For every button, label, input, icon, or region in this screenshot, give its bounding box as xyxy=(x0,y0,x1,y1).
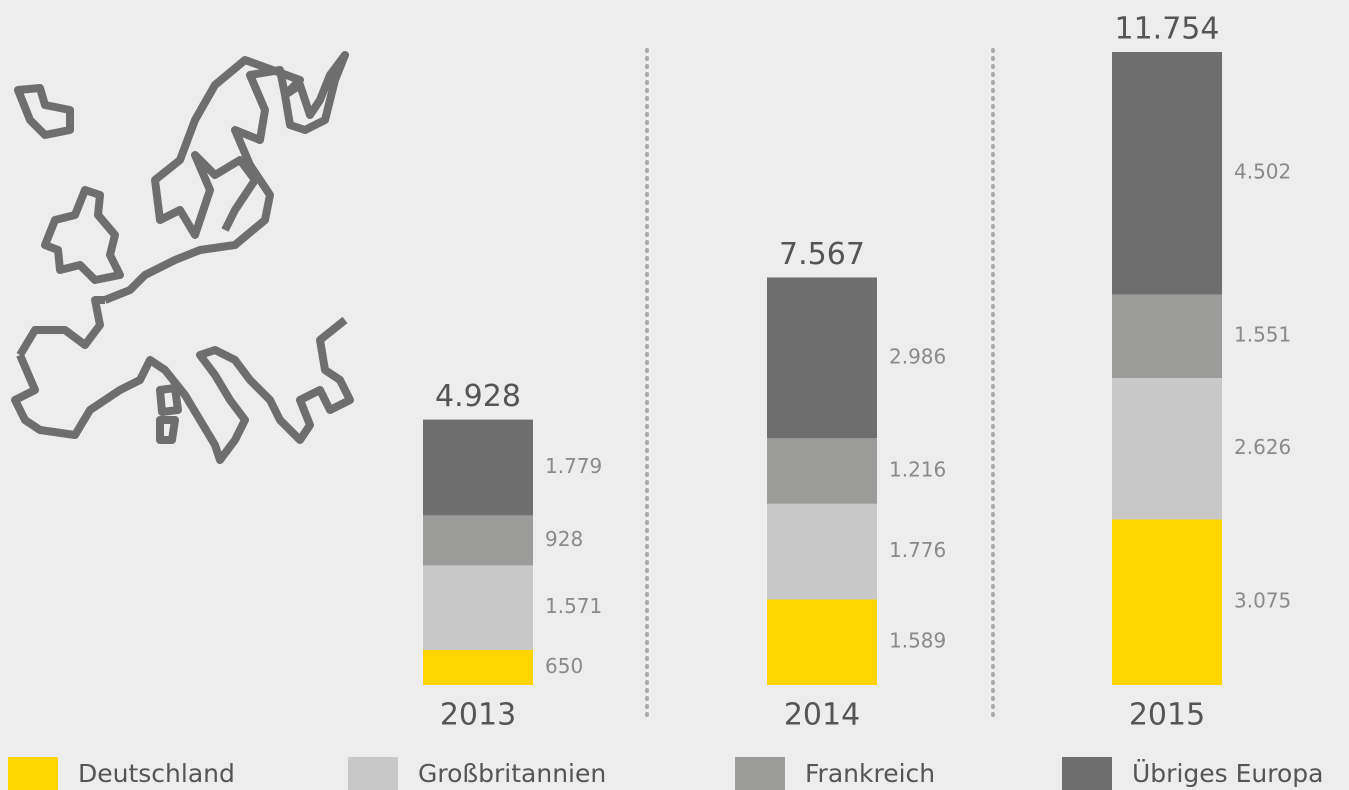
bar-segment xyxy=(1112,52,1222,295)
legend-label: Deutschland xyxy=(78,759,235,788)
value-label: 2.986 xyxy=(889,344,946,368)
value-label: 2.626 xyxy=(1234,435,1291,459)
total-label: 11.754 xyxy=(1115,12,1220,47)
bar-segment xyxy=(767,503,877,600)
bar-segment xyxy=(423,649,533,685)
bar-segment xyxy=(1112,519,1222,685)
legend-swatch xyxy=(348,757,398,790)
bar-segment xyxy=(423,515,533,566)
bar-segment xyxy=(767,438,877,504)
legend-label: Frankreich xyxy=(805,759,935,788)
value-label: 1.776 xyxy=(889,538,946,562)
total-label: 4.928 xyxy=(435,379,521,414)
legend-label: Großbritannien xyxy=(418,759,606,788)
x-tick-label: 2015 xyxy=(1129,698,1205,733)
bar-segment xyxy=(1112,294,1222,378)
legend-label: Übriges Europa xyxy=(1132,759,1323,788)
value-label: 3.075 xyxy=(1234,589,1291,613)
value-label: 1.551 xyxy=(1234,323,1291,347)
value-label: 1.571 xyxy=(545,594,602,618)
bar-segment xyxy=(767,277,877,439)
total-label: 7.567 xyxy=(779,237,865,272)
value-label: 1.216 xyxy=(889,458,946,482)
x-tick-label: 2014 xyxy=(784,698,860,733)
legend-swatch xyxy=(8,757,58,790)
legend-swatch xyxy=(735,757,785,790)
bar-segment xyxy=(767,599,877,685)
value-label: 4.502 xyxy=(1234,160,1291,184)
x-tick-label: 2013 xyxy=(440,698,516,733)
bar-segment xyxy=(1112,377,1222,520)
value-label: 928 xyxy=(545,527,583,551)
value-label: 650 xyxy=(545,654,583,678)
value-label: 1.779 xyxy=(545,454,602,478)
bar-segment xyxy=(423,565,533,650)
bar-segment xyxy=(423,419,533,516)
legend-swatch xyxy=(1062,757,1112,790)
value-label: 1.589 xyxy=(889,629,946,653)
europe-map xyxy=(11,51,354,464)
